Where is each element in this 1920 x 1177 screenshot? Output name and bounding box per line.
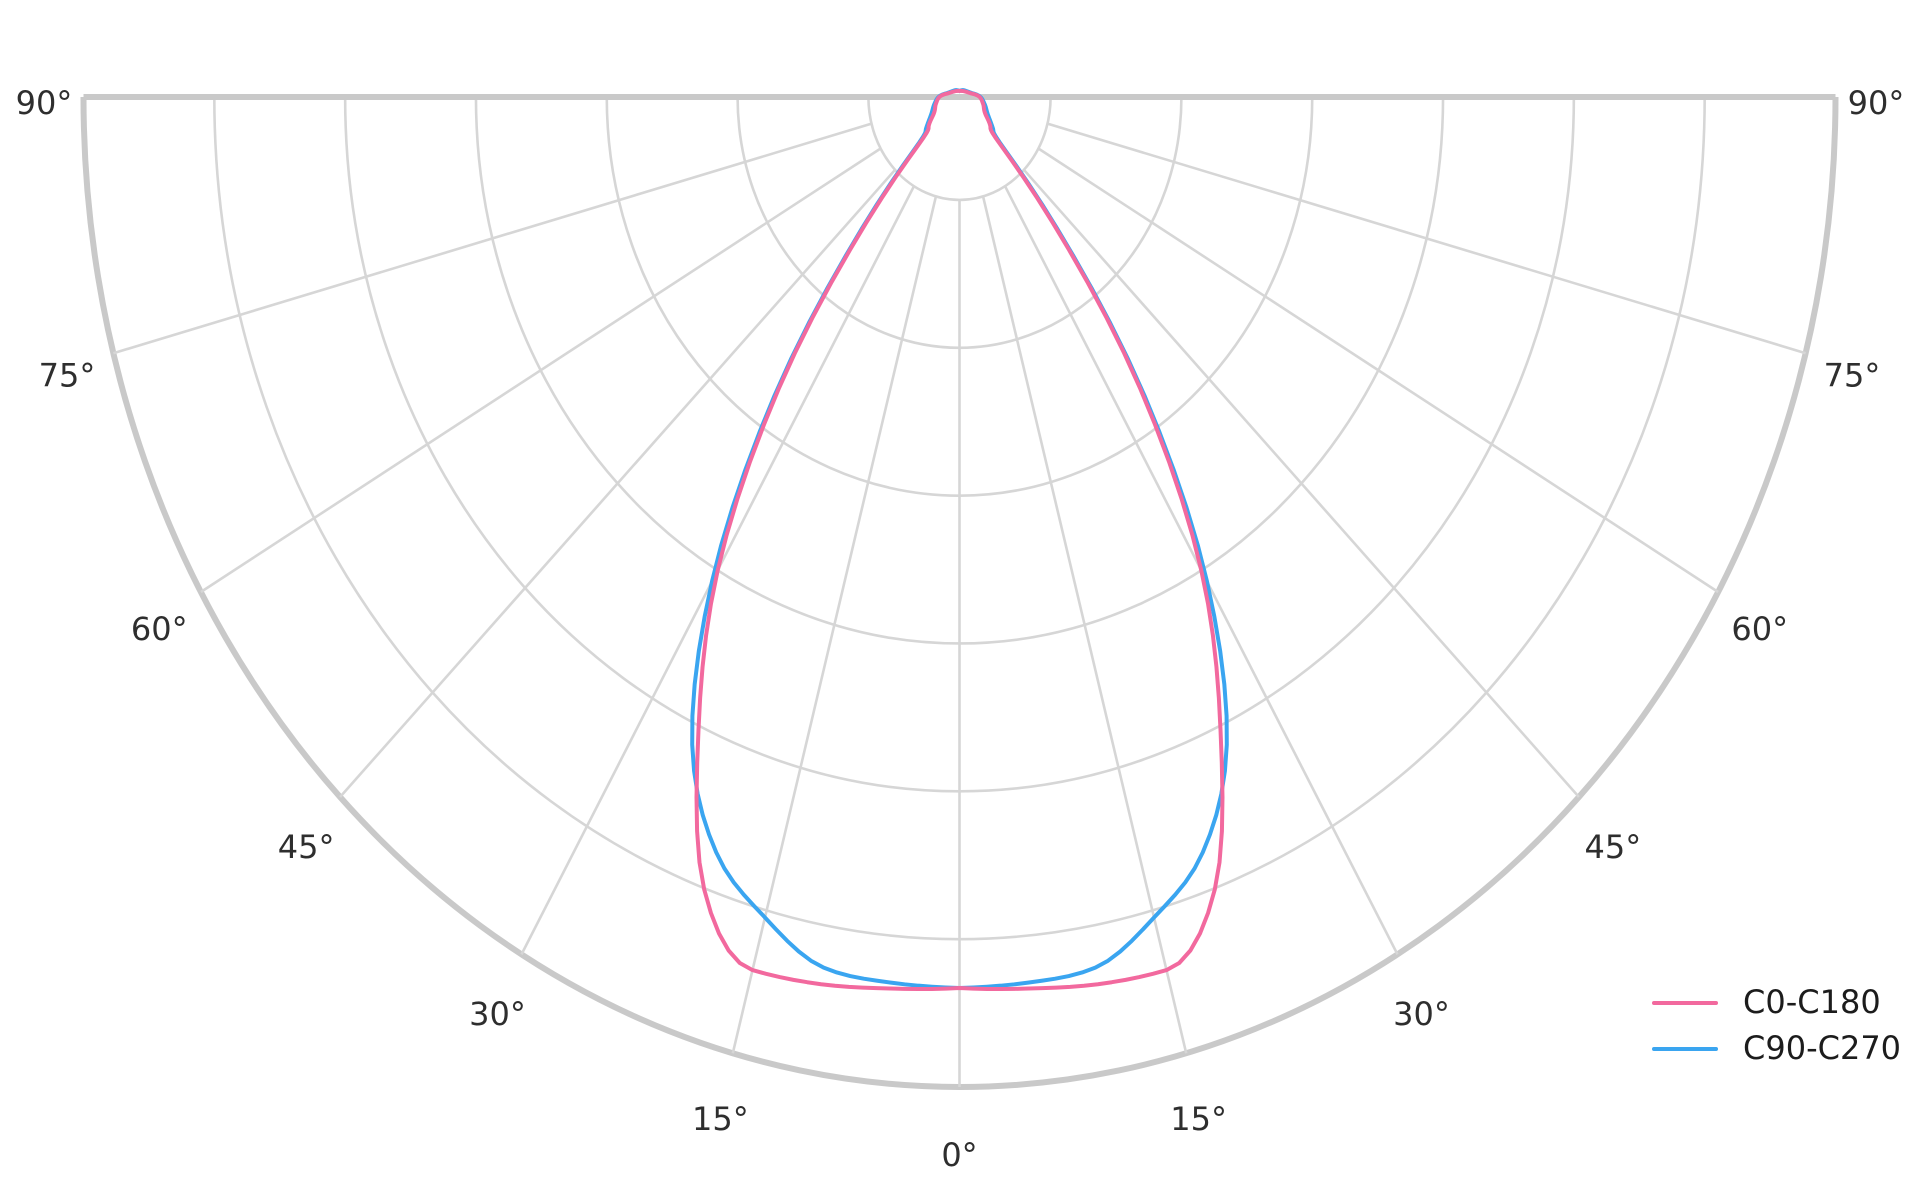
legend: C0-C180 C90-C270 [1652, 986, 1901, 1078]
grid-radial-line [981, 196, 1188, 1054]
legend-swatch-c0-c180-line [1652, 1000, 1718, 1005]
angle-tick-label: 90° [1848, 84, 1905, 122]
angle-tick-label: 15° [1170, 1100, 1227, 1138]
grid-radial-line [1047, 122, 1807, 355]
legend-row-c0-c180: C0-C180 [1652, 986, 1901, 1019]
legend-label-c90-c270: C90-C270 [1743, 1029, 1902, 1067]
grid-radial-line [731, 196, 938, 1054]
grid-ring [867, 96, 1052, 202]
angle-tick-label: 60° [1731, 610, 1788, 648]
legend-label-c0-c180: C0-C180 [1743, 983, 1881, 1021]
grid-radial-line [112, 122, 872, 355]
angle-tick-label: 45° [1585, 828, 1642, 866]
angle-tick-label: 30° [469, 995, 526, 1033]
angle-tick-label: 90° [16, 84, 73, 122]
grid-radial-line [200, 147, 882, 594]
angle-tick-label: 60° [131, 610, 188, 648]
grid-radial-line [339, 168, 897, 798]
angle-tick-label: 75° [39, 356, 96, 394]
angle-tick-label: 0° [941, 1136, 977, 1174]
angle-tick-label: 45° [278, 828, 335, 866]
legend-row-c90-c270: C90-C270 [1652, 1032, 1901, 1065]
grid-radial-line [1037, 147, 1719, 594]
legend-swatch-c90-c270-line [1652, 1046, 1718, 1051]
angle-tick-label: 75° [1824, 356, 1881, 394]
angle-tick-label: 30° [1393, 995, 1450, 1033]
angle-tick-label: 15° [692, 1100, 749, 1138]
grid-radial-line [1022, 168, 1580, 798]
series-curve-c0-c180 [694, 88, 1225, 992]
